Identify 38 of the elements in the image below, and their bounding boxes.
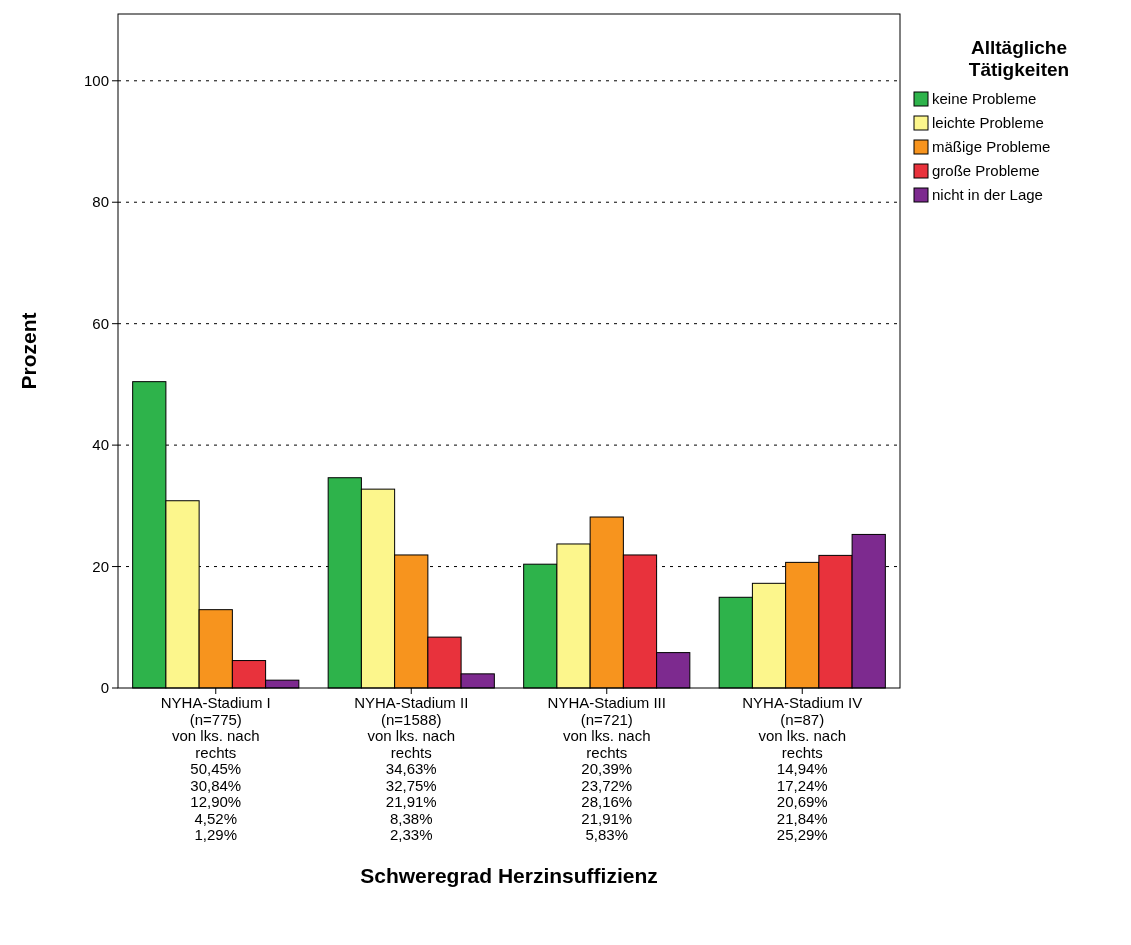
- data-label: 23,72%: [581, 776, 633, 794]
- y-tick-label: 0: [100, 679, 109, 697]
- x-tick-label: NYHA-Stadium III (n=721) von lks. nach rechts: [547, 694, 666, 761]
- data-label: 30,84%: [190, 776, 242, 794]
- y-tick-label: 60: [92, 314, 109, 332]
- y-axis-title: Prozent: [17, 312, 40, 390]
- legend-label: keine Probleme: [932, 90, 1037, 108]
- data-label: 21,84%: [776, 809, 828, 827]
- data-label: 4,52%: [194, 809, 238, 827]
- x-tick-label: NYHA-Stadium I (n=775) von lks. nach rechts: [160, 694, 271, 761]
- legend-label: mäßige Probleme: [932, 138, 1051, 156]
- x-tick-label: NYHA-Stadium II (n=1588) von lks. nach rechts: [354, 694, 469, 761]
- x-tick-label: NYHA-Stadium IV (n=87) von lks. nach rechts: [742, 694, 863, 761]
- data-label: 34,63%: [385, 760, 437, 777]
- data-label: 12,90%: [190, 793, 242, 810]
- data-label: 28,16%: [581, 793, 633, 810]
- data-label: 17,24%: [776, 776, 828, 794]
- y-tick-label: 80: [92, 193, 109, 211]
- y-tick-label: 40: [92, 436, 109, 454]
- data-label: 14,94%: [776, 760, 828, 777]
- x-axis-title: Schweregrad Herzinsuffizienz: [360, 864, 658, 887]
- y-tick-label: 20: [92, 557, 109, 575]
- data-label: 20,69%: [776, 793, 828, 810]
- data-label: 21,91%: [385, 793, 437, 810]
- data-label: 2,33%: [389, 826, 433, 843]
- data-label: 32,75%: [385, 776, 437, 794]
- data-label: 21,91%: [581, 809, 633, 827]
- legend-label: leichte Probleme: [932, 114, 1044, 132]
- data-label: 1,29%: [194, 826, 238, 843]
- data-label: 8,38%: [389, 809, 433, 827]
- data-label: 5,83%: [585, 826, 629, 843]
- data-label: 50,45%: [190, 760, 242, 777]
- legend-label: große Probleme: [932, 162, 1040, 180]
- data-label: 25,29%: [776, 826, 828, 843]
- y-tick-label: 100: [83, 72, 109, 90]
- data-label: 20,39%: [581, 760, 633, 777]
- legend-title: Alltägliche Tätigkeiten: [968, 37, 1070, 80]
- legend-label: nicht in der Lage: [932, 186, 1043, 204]
